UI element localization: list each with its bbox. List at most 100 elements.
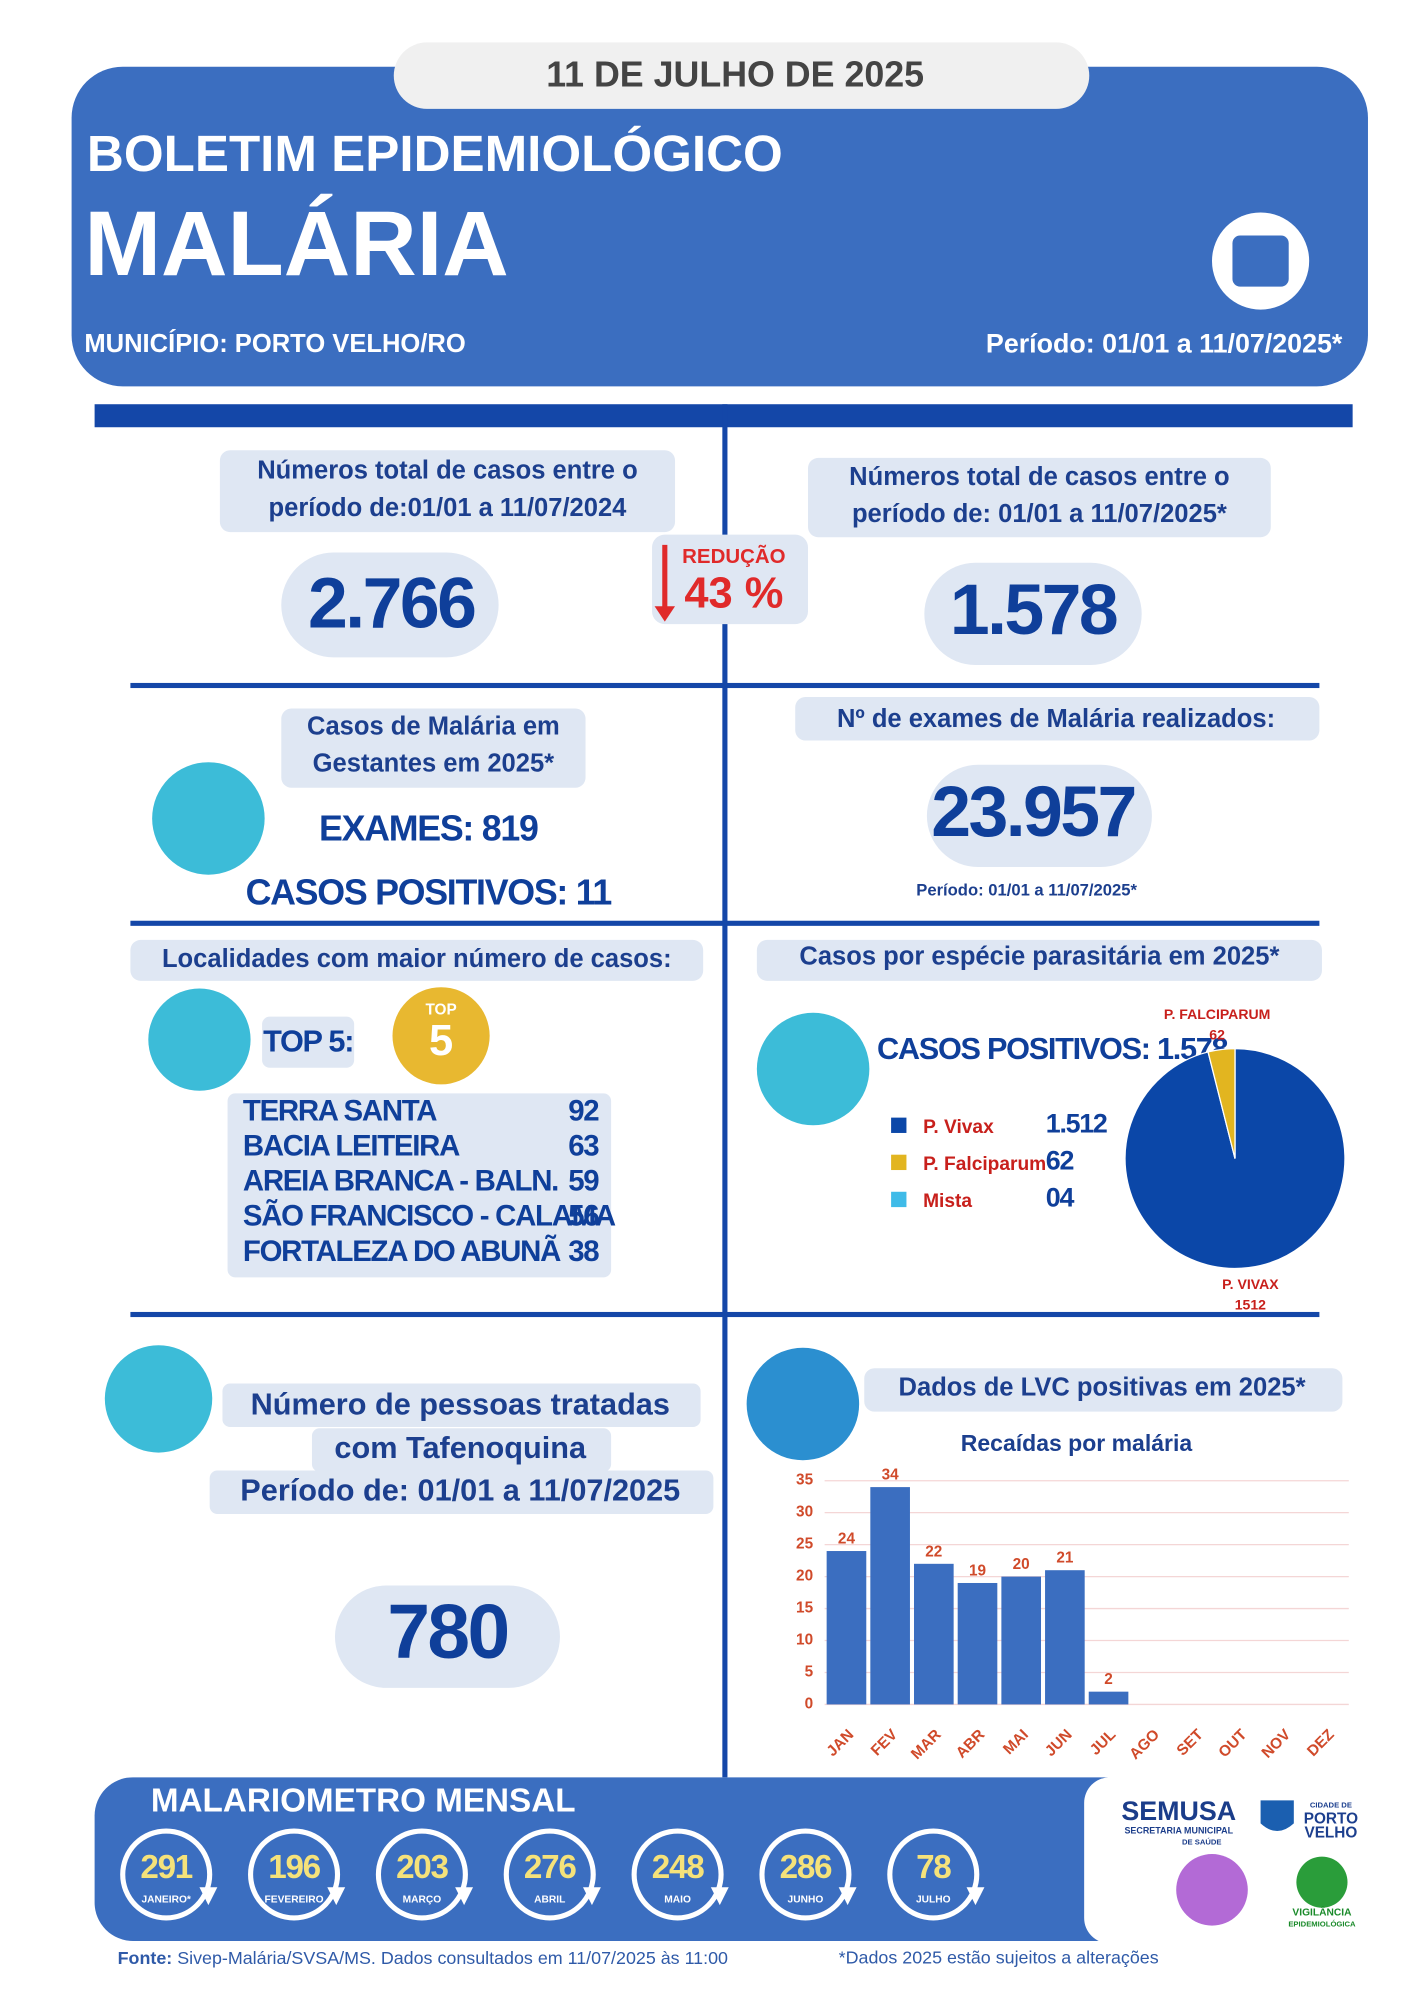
- badge-number: 5: [429, 1017, 453, 1065]
- meter-month: JULHO: [916, 1895, 951, 1906]
- municipality: MUNICÍPIO: PORTO VELHO/RO: [84, 329, 465, 358]
- logo-text: EPIDEMIOLÓGICA: [1288, 1919, 1356, 1928]
- malariometer-box: [94, 1777, 1143, 1941]
- date-pill: [393, 42, 1090, 109]
- meter-month: ABRIL: [534, 1895, 565, 1906]
- y-tick-label: 30: [796, 1504, 813, 1521]
- meter-value: 276: [524, 1849, 576, 1886]
- top-badge: [392, 987, 490, 1085]
- pregnant-positives: CASOS POSITIVOS: 11: [246, 873, 612, 913]
- header-box: [71, 66, 1368, 387]
- bar-chart: Recaídas por malária 0 5 10 15 20 25 30 35 JAN 24 F…: [796, 1430, 1349, 1763]
- logo-text: VIGILÂNCIA: [1292, 1906, 1352, 1919]
- label: Localidades com maior número de casos:: [162, 945, 672, 973]
- label-pill: [219, 450, 676, 533]
- label-pill: [281, 708, 586, 788]
- bar: [826, 1551, 867, 1705]
- meter-month: JANEIRO*: [141, 1895, 190, 1906]
- list-box: [227, 1093, 612, 1278]
- y-tick-label: 10: [796, 1632, 813, 1649]
- meter-month: FEVEREIRO: [265, 1895, 324, 1906]
- label: Dados de LVC positivas em 2025*: [899, 1373, 1306, 1401]
- meter-month: MAIO: [664, 1895, 691, 1906]
- divider: [130, 1311, 1320, 1318]
- source: Fonte: Sivep-Malária/SVSA/MS. Dados cons…: [118, 1948, 728, 1968]
- malariometer-months: 291 JANEIRO* 196 FEVEREIRO 203 MARÇO 276 ABRIL 2…: [120, 1828, 985, 1921]
- x-tick-label: ABR: [953, 1726, 989, 1762]
- legend-name: P. Vivax: [923, 1117, 994, 1138]
- bar-label: 21: [1056, 1550, 1074, 1567]
- value-pill: [926, 764, 1152, 868]
- logo-text: DE SAÚDE: [1182, 1838, 1222, 1847]
- exams-value: 23.957: [931, 772, 1135, 852]
- meter-month: JUNHO: [788, 1895, 824, 1906]
- locality-name: AREIA BRANCA - BALN.: [243, 1165, 558, 1198]
- locality-value: 63: [568, 1129, 599, 1162]
- locality-name: FORTALEZA DO ABUNÃ: [243, 1234, 561, 1268]
- meter-ring: [631, 1828, 724, 1921]
- divider: [130, 920, 1320, 926]
- y-tick-label: 15: [796, 1600, 814, 1617]
- y-tick-label: 25: [796, 1536, 814, 1553]
- label: Nº de exames de Malária realizados:: [837, 705, 1275, 733]
- source-label: Fonte:: [118, 1948, 173, 1968]
- reduction-label: REDUÇÃO: [682, 545, 785, 568]
- meter-arrow: [582, 1887, 601, 1906]
- meter-ring: [248, 1828, 341, 1921]
- label-pill: [864, 1368, 1343, 1412]
- slice-label: P. FALCIPARUM: [1164, 1006, 1270, 1022]
- meter-ring: [120, 1828, 213, 1921]
- y-tick-label: 20: [796, 1568, 813, 1585]
- top-label: TOP 5:: [263, 1024, 353, 1059]
- logo-circle: [1176, 1854, 1248, 1926]
- x-tick-label: MAR: [908, 1726, 945, 1763]
- locality-value: 59: [568, 1165, 599, 1198]
- label: Gestantes em 2025*: [313, 750, 554, 778]
- meter-arrow: [710, 1887, 729, 1906]
- slice-label: P. VIVAX: [1222, 1276, 1279, 1292]
- meter-value: 291: [140, 1849, 192, 1886]
- value-pill: [334, 1585, 560, 1688]
- pregnant-icon: [152, 762, 265, 875]
- city-shield: [1260, 1800, 1294, 1832]
- date: 11 DE JULHO DE 2025: [546, 54, 924, 94]
- x-tick-label: FEV: [868, 1726, 902, 1760]
- label: com Tafenoquina: [334, 1430, 587, 1465]
- pregnant-exams: EXAMES: 819: [319, 809, 538, 849]
- bar-label: 19: [969, 1563, 986, 1580]
- meter-value: 196: [268, 1849, 320, 1886]
- chart-title: Recaídas por malária: [961, 1430, 1193, 1456]
- label: Números total de casos entre o: [257, 457, 637, 485]
- value-pill: [281, 552, 499, 658]
- label-pill: [311, 1428, 612, 1472]
- locality-value: 92: [568, 1094, 599, 1127]
- legend-swatch: [891, 1154, 907, 1171]
- reduction-arrow-head: [654, 606, 676, 622]
- meter-arrow: [199, 1887, 218, 1906]
- x-tick-label: SET: [1174, 1726, 1208, 1760]
- bar: [957, 1582, 998, 1705]
- locality-name: TERRA SANTA: [243, 1094, 437, 1127]
- bar-label: 20: [1013, 1556, 1030, 1573]
- logo-text: CIDADE DE: [1310, 1800, 1352, 1809]
- x-tick-label: AGO: [1126, 1726, 1163, 1763]
- meter-month: MARÇO: [403, 1895, 442, 1906]
- species-positives: CASOS POSITIVOS: 1.578: [877, 1031, 1229, 1066]
- bar: [1045, 1570, 1085, 1705]
- legend-value: 04: [1046, 1183, 1075, 1213]
- label-pill: [756, 939, 1322, 981]
- label: Números total de casos entre o: [849, 463, 1229, 491]
- meter-value: 248: [652, 1849, 704, 1886]
- legend-value: 1.512: [1046, 1108, 1107, 1138]
- meter-ring: [375, 1828, 468, 1921]
- x-tick-label: NOV: [1259, 1726, 1295, 1762]
- location-icon: [148, 988, 251, 1091]
- microscope-icon: [756, 1012, 870, 1126]
- label: período de:01/01 a 11/07/2024: [269, 494, 628, 522]
- total-2025: 1.578: [950, 570, 1117, 650]
- lvc-icon: [746, 1347, 860, 1461]
- meter-value: 78: [916, 1849, 951, 1886]
- label-pill: [222, 1383, 701, 1428]
- bar-label: 2: [1104, 1671, 1113, 1688]
